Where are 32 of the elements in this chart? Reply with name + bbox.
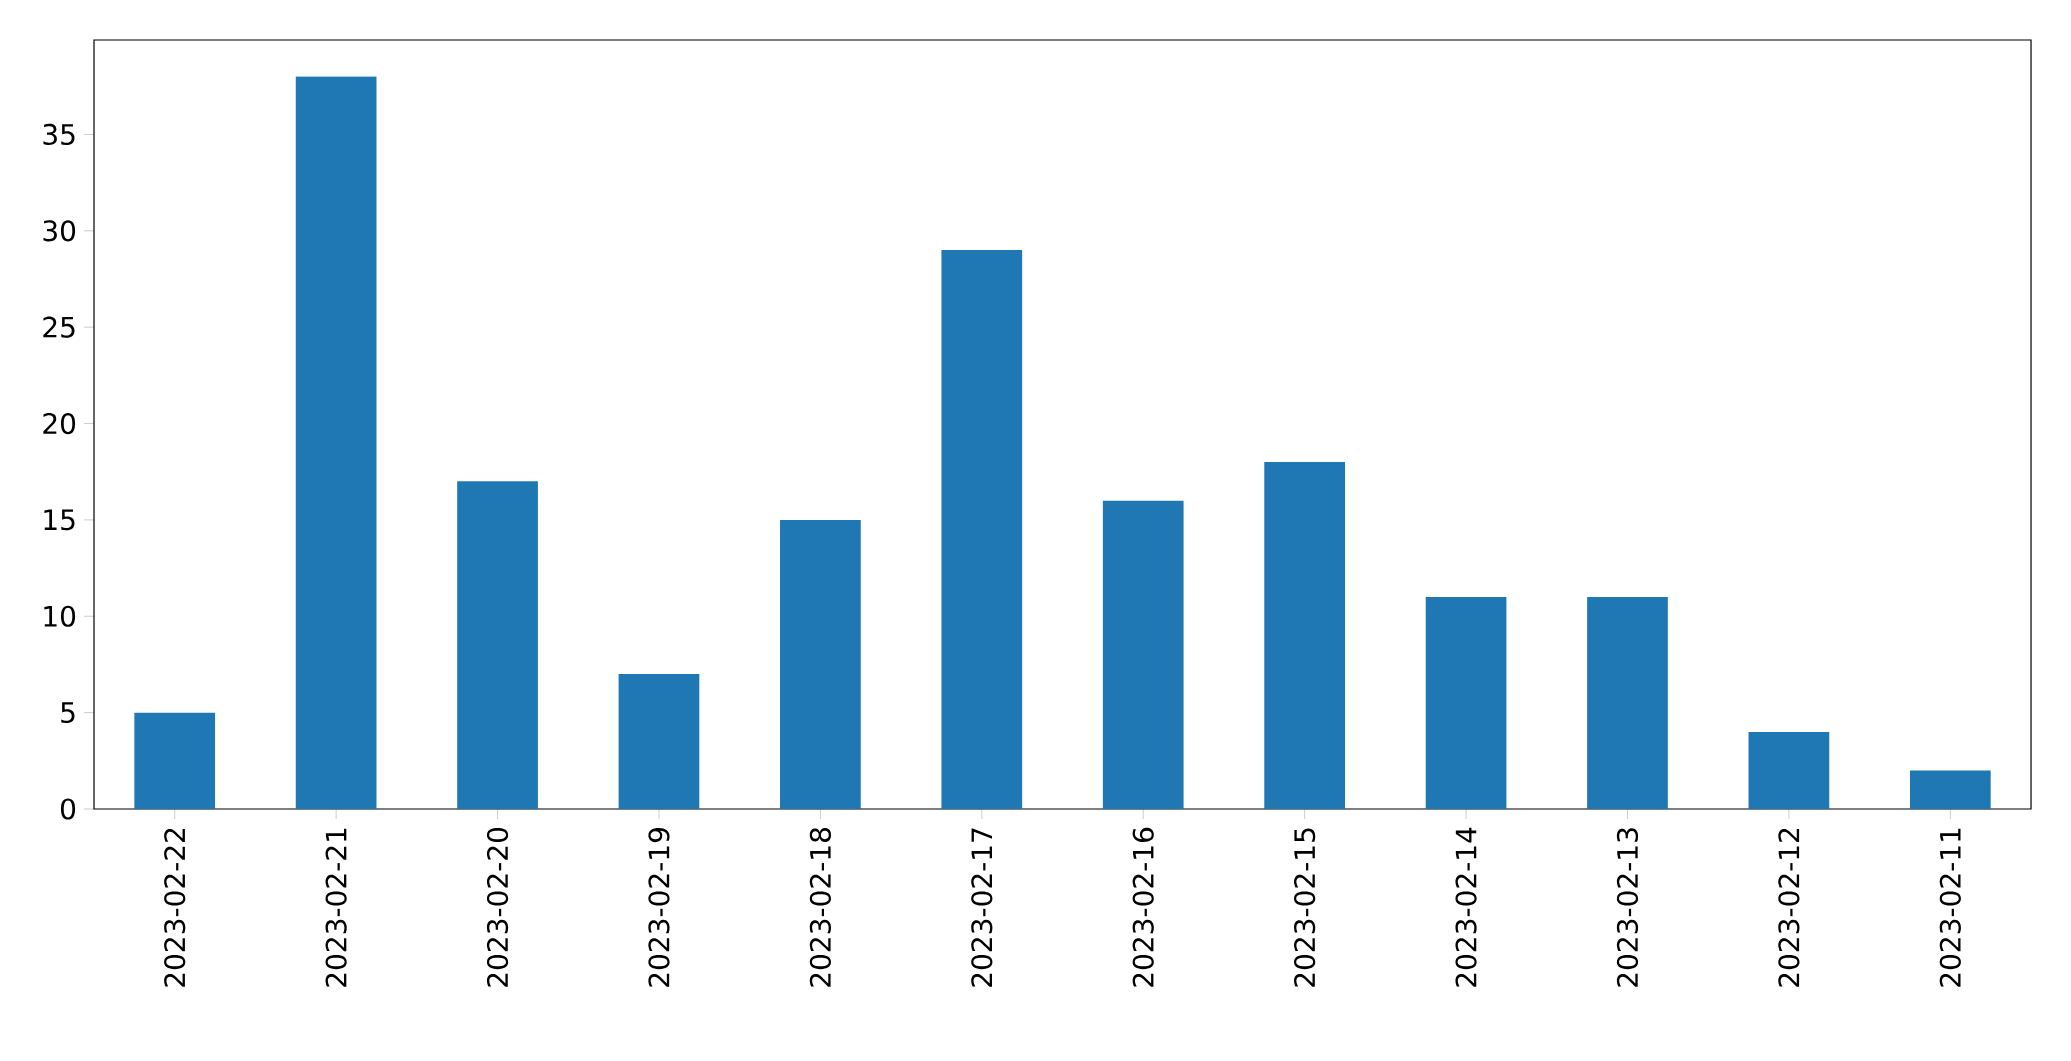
y-tick-label: 25 bbox=[43, 316, 75, 338]
bar bbox=[1102, 500, 1184, 809]
y-tick-label: 35 bbox=[43, 123, 75, 146]
x-tick-label: 2023-02-21 bbox=[325, 828, 347, 987]
bar bbox=[780, 519, 861, 809]
bar bbox=[1909, 770, 1991, 809]
x-tick-label: 2023-02-15 bbox=[1294, 828, 1316, 987]
bar bbox=[1587, 596, 1668, 809]
x-tick-label: 2023-02-22 bbox=[164, 828, 186, 987]
x-tick-label: 2023-02-18 bbox=[809, 828, 831, 987]
y-tick-label: 15 bbox=[44, 509, 75, 531]
bar bbox=[457, 481, 538, 809]
x-tick-label: 2023-02-13 bbox=[1616, 828, 1639, 987]
bar bbox=[941, 250, 1023, 809]
x-tick-label: 2023-02-20 bbox=[486, 827, 509, 987]
x-tick-label: 2023-02-16 bbox=[1132, 827, 1154, 987]
y-tick-label: 20 bbox=[43, 412, 76, 435]
y-tick-label: 0 bbox=[60, 798, 76, 820]
x-tick-label: 2023-02-17 bbox=[971, 828, 993, 987]
y-tick-label: 10 bbox=[44, 605, 76, 627]
bar bbox=[1264, 462, 1345, 809]
bar bbox=[618, 674, 700, 809]
x-tick-label: 2023-02-14 bbox=[1455, 827, 1477, 987]
bar bbox=[1425, 596, 1507, 809]
bar bbox=[1748, 731, 1830, 809]
bar bbox=[134, 712, 216, 809]
x-tick-label: 2023-02-11 bbox=[1939, 828, 1961, 987]
y-tick-label: 5 bbox=[61, 702, 75, 724]
bar bbox=[295, 76, 377, 809]
x-tick-label: 2023-02-12 bbox=[1778, 828, 1800, 987]
x-tick-label: 2023-02-19 bbox=[648, 828, 670, 987]
y-tick-label: 30 bbox=[43, 220, 76, 242]
